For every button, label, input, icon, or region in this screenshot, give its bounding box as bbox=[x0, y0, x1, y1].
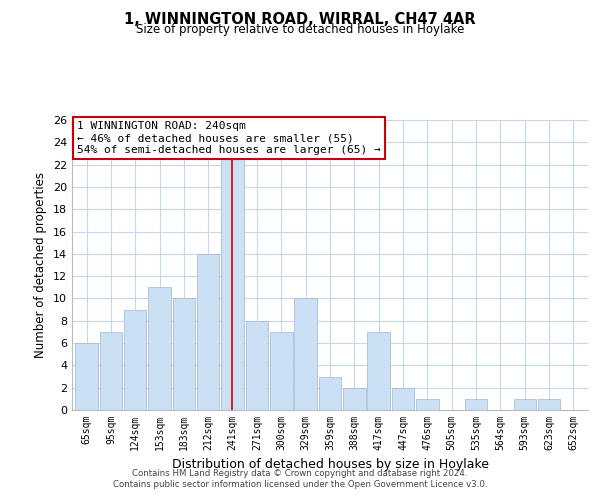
Y-axis label: Number of detached properties: Number of detached properties bbox=[34, 172, 47, 358]
Text: 1, WINNINGTON ROAD, WIRRAL, CH47 4AR: 1, WINNINGTON ROAD, WIRRAL, CH47 4AR bbox=[124, 12, 476, 28]
Text: 1 WINNINGTON ROAD: 240sqm
← 46% of detached houses are smaller (55)
54% of semi-: 1 WINNINGTON ROAD: 240sqm ← 46% of detac… bbox=[77, 122, 381, 154]
Text: Contains HM Land Registry data © Crown copyright and database right 2024.: Contains HM Land Registry data © Crown c… bbox=[132, 468, 468, 477]
Bar bbox=[76, 343, 98, 410]
Text: Size of property relative to detached houses in Hoylake: Size of property relative to detached ho… bbox=[136, 22, 464, 36]
Bar bbox=[514, 399, 536, 410]
Bar bbox=[319, 376, 341, 410]
Bar bbox=[295, 298, 317, 410]
Bar bbox=[197, 254, 220, 410]
Bar bbox=[148, 288, 171, 410]
Bar bbox=[392, 388, 414, 410]
Bar bbox=[538, 399, 560, 410]
Bar bbox=[124, 310, 146, 410]
Bar bbox=[465, 399, 487, 410]
X-axis label: Distribution of detached houses by size in Hoylake: Distribution of detached houses by size … bbox=[172, 458, 488, 471]
Bar bbox=[100, 332, 122, 410]
Bar bbox=[343, 388, 365, 410]
Bar bbox=[173, 298, 195, 410]
Bar bbox=[221, 154, 244, 410]
Bar bbox=[416, 399, 439, 410]
Bar bbox=[270, 332, 293, 410]
Text: Contains public sector information licensed under the Open Government Licence v3: Contains public sector information licen… bbox=[113, 480, 487, 489]
Bar bbox=[246, 321, 268, 410]
Bar bbox=[367, 332, 390, 410]
